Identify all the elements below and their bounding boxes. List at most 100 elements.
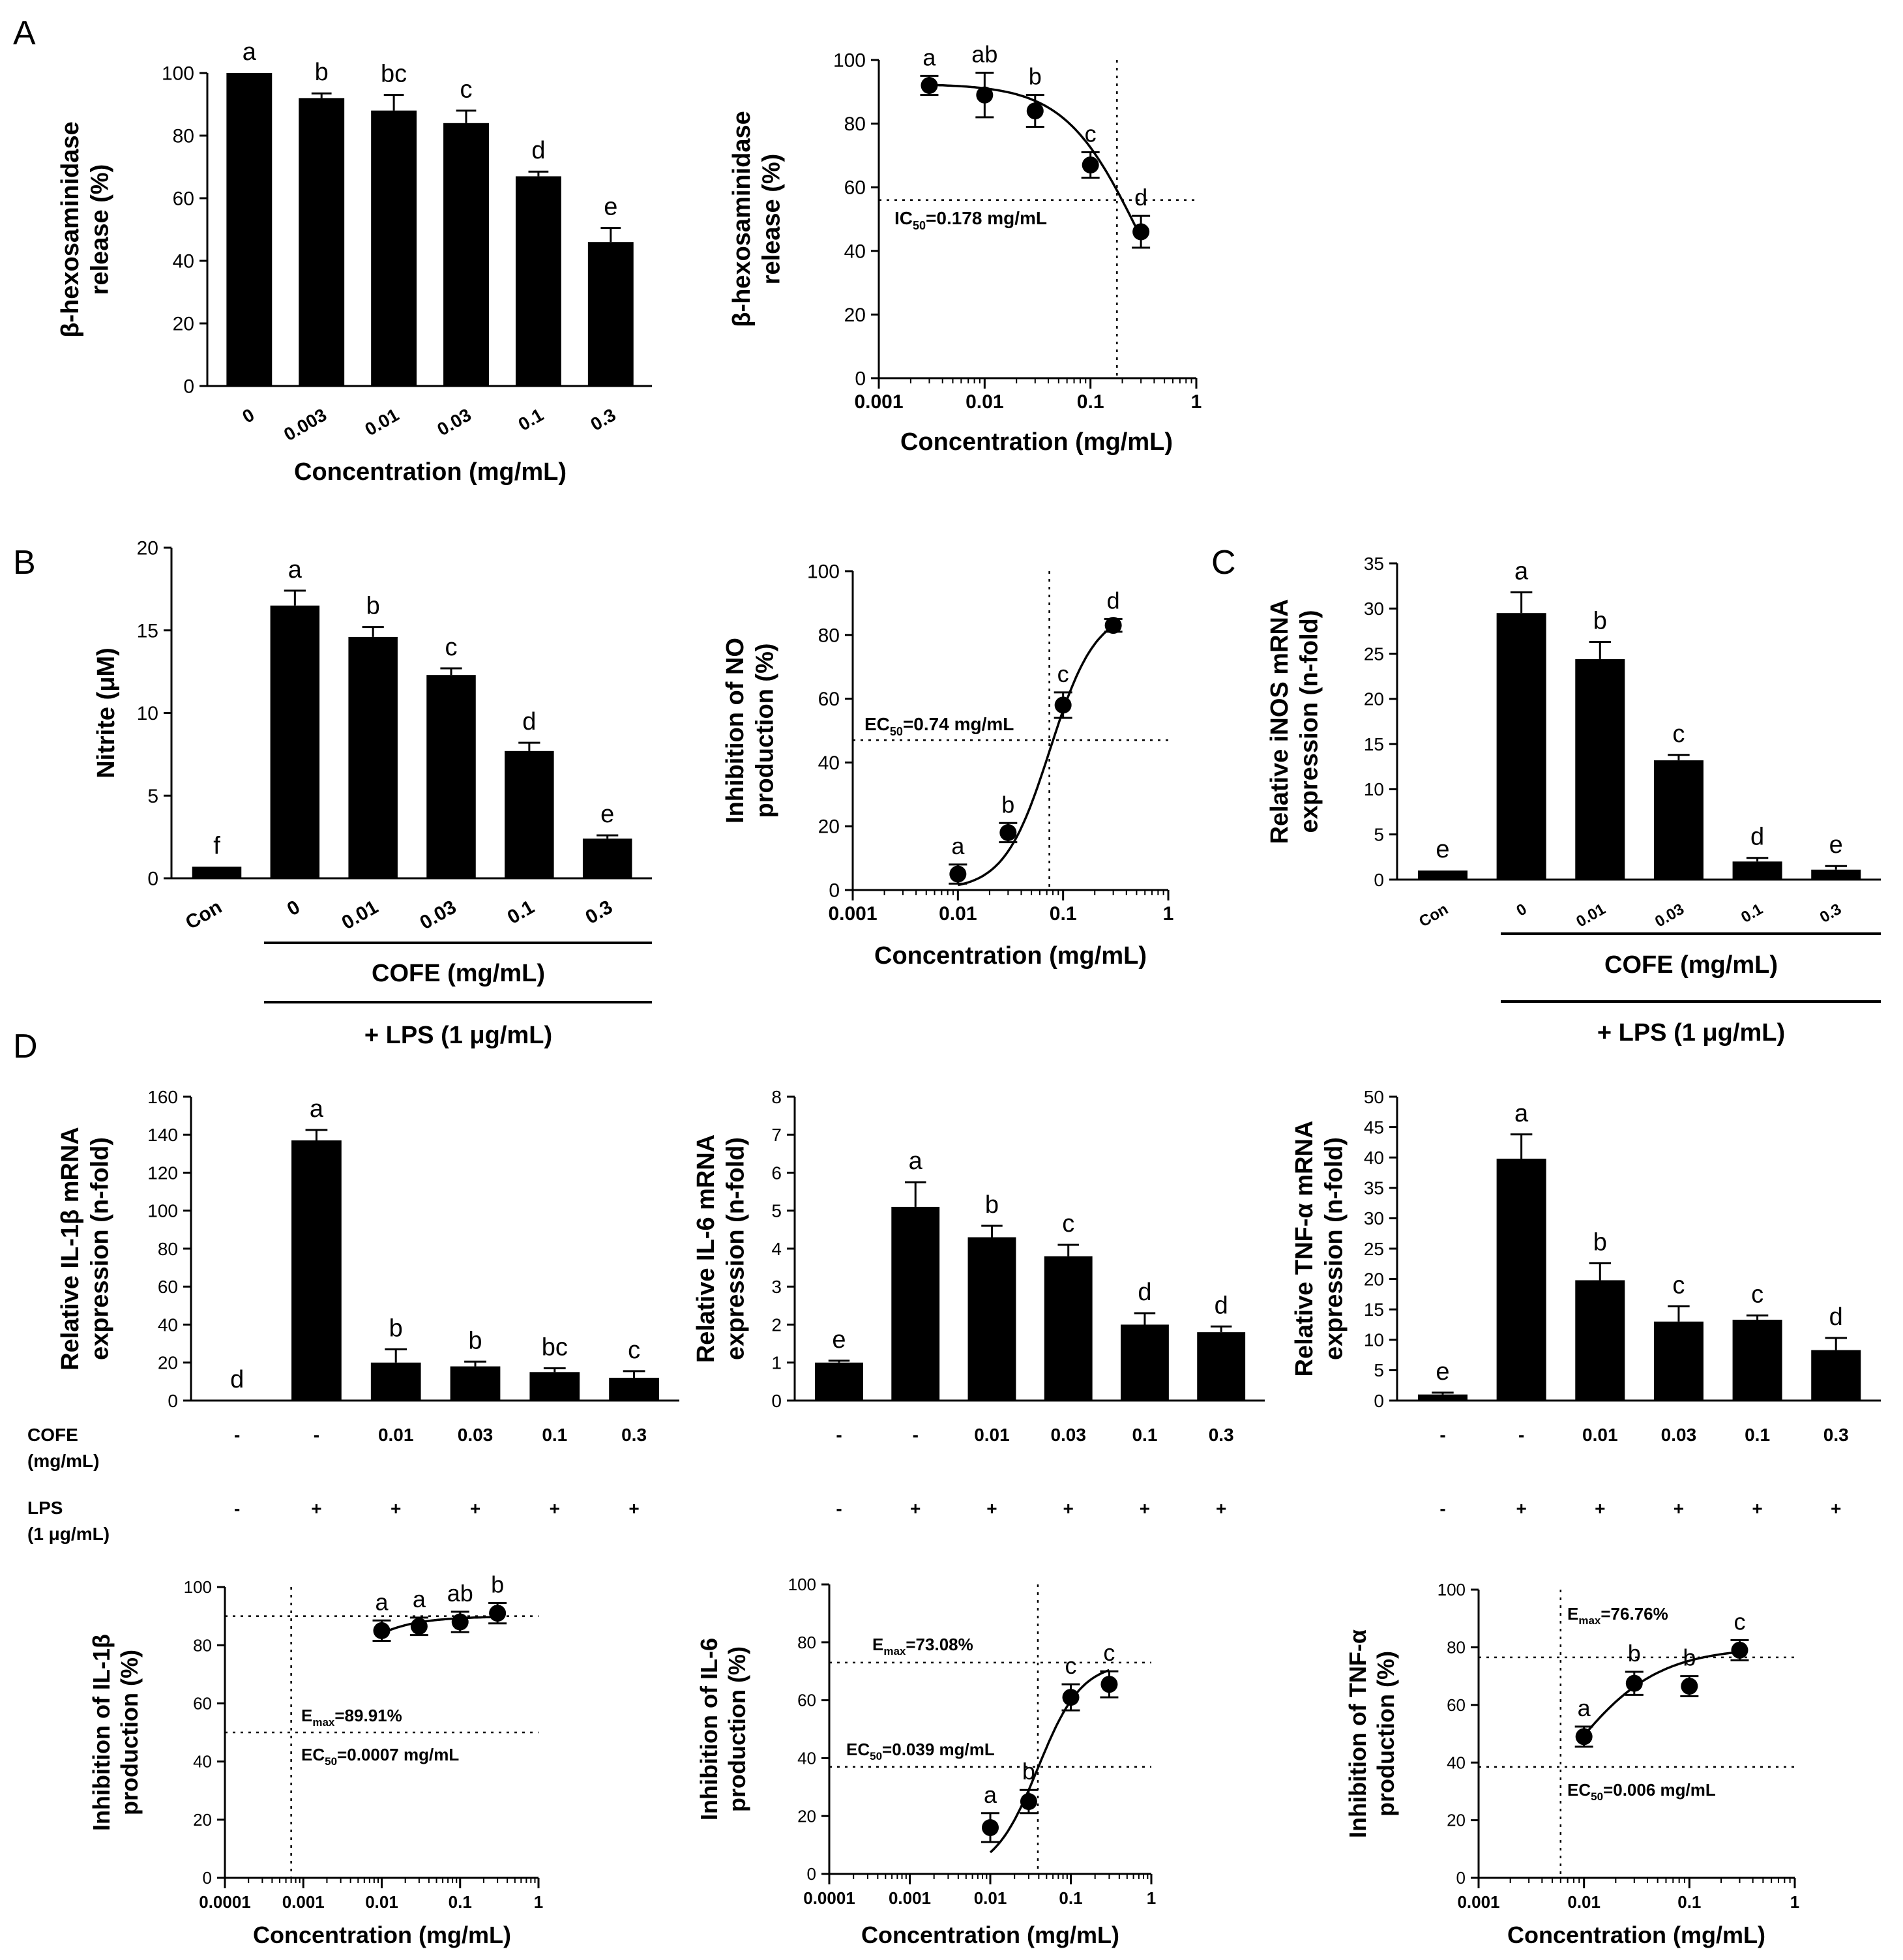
c1-y-tick-label: 30 (1364, 599, 1384, 619)
d4-ylabel: production (%) (116, 1650, 143, 1815)
d1-significance-letter: b (389, 1314, 403, 1342)
d5-data-point (1020, 1793, 1037, 1810)
d2-y-tick-label: 2 (771, 1314, 782, 1335)
d3-y-tick-label: 35 (1364, 1178, 1384, 1198)
b2-fit-curve (957, 625, 1114, 887)
b2-data-point (1104, 617, 1122, 634)
b2-xlabel: Concentration (mg/mL) (874, 942, 1147, 970)
b1-bar (192, 867, 242, 878)
b1-x-tick-label: 0.01 (338, 896, 382, 934)
d4-fit-curve (381, 1616, 498, 1635)
d2-ylabel: Relative IL-6 mRNA (692, 1135, 720, 1363)
b1-significance-letter: a (288, 556, 302, 584)
c1-significance-letter: c (1672, 720, 1685, 748)
b1-x-tick-label: Con (182, 896, 226, 934)
d5-data-point (1062, 1689, 1080, 1706)
d1-y-tick-label: 60 (158, 1277, 178, 1297)
d1-y-tick-label: 160 (147, 1087, 178, 1107)
d3-significance-letter: b (1593, 1228, 1607, 1256)
d2-cofe-dose: - (913, 1425, 919, 1445)
d4-y-tick-label: 80 (193, 1635, 212, 1655)
c1-bar (1417, 870, 1468, 880)
a1-bar (443, 123, 489, 387)
d6-y-tick-label: 60 (1447, 1695, 1466, 1715)
a1-y-tick-label: 100 (162, 63, 194, 85)
d4-x-tick-label: 0.0001 (199, 1892, 251, 1912)
d3-lps-sign: - (1439, 1498, 1445, 1519)
d3-significance-letter: a (1514, 1100, 1529, 1127)
d2-bar (1121, 1324, 1169, 1401)
d1-lps-sign: - (234, 1498, 240, 1519)
d2-bar (815, 1362, 863, 1401)
d1-cofe-dose: - (314, 1425, 319, 1445)
panel-label-b: B (13, 544, 36, 582)
a1-significance-letter: e (604, 194, 617, 221)
a1-significance-letter: bc (381, 61, 407, 88)
d4-y-tick-label: 0 (203, 1868, 212, 1888)
d5-emax-annotation: Emax=73.08% (872, 1635, 973, 1657)
b2-data-point (1054, 696, 1072, 714)
c1-significance-letter: a (1514, 557, 1529, 585)
c1-group-label-cofe: COFE (mg/mL) (1604, 951, 1778, 979)
a1-y-tick-label: 40 (173, 251, 194, 273)
a2-ylabel: β-hexosaminidase (728, 111, 756, 327)
d5-significance-letter: b (1022, 1758, 1035, 1785)
panel-label-d: D (13, 1028, 38, 1065)
c1-x-tick-label: 0.3 (1817, 900, 1844, 927)
d2-lps-sign: + (1140, 1498, 1150, 1519)
d3-y-tick-label: 15 (1364, 1299, 1384, 1320)
d3-lps-sign: + (1516, 1498, 1526, 1519)
b1-y-tick-label: 5 (147, 786, 158, 807)
d6-x-tick-label: 0.1 (1677, 1892, 1701, 1912)
b2-y-tick-label: 20 (818, 816, 840, 838)
d1-bar (450, 1366, 501, 1401)
d3-y-tick-label: 10 (1364, 1330, 1384, 1350)
b2-significance-letter: d (1107, 587, 1120, 614)
c1-y-tick-label: 25 (1364, 644, 1384, 664)
a1-ylabel: β-hexosaminidase (57, 121, 84, 338)
a1-significance-letter: c (460, 76, 473, 104)
d2-y-tick-label: 4 (771, 1239, 782, 1259)
d5-x-tick-label: 0.001 (889, 1888, 931, 1908)
d4-data-point (410, 1618, 428, 1635)
d4-data-point (451, 1613, 469, 1631)
d1-lps-sign: + (470, 1498, 480, 1519)
c1-bar (1496, 613, 1546, 880)
d1-lps-sign: + (311, 1498, 321, 1519)
d6-ylabel: Inhibition of TNF-α (1344, 1629, 1371, 1838)
d5-y-tick-label: 20 (797, 1806, 816, 1826)
d3-significance-letter: c (1751, 1281, 1763, 1309)
b2-significance-letter: c (1057, 661, 1069, 687)
b1-bar (270, 605, 320, 878)
a2-x-tick-label: 0.001 (854, 391, 903, 413)
a1-x-tick-label: 0 (239, 404, 258, 427)
d2-significance-letter: c (1062, 1210, 1074, 1238)
b1-y-tick-label: 10 (137, 703, 158, 724)
d3-lps-sign: + (1831, 1498, 1841, 1519)
d2-significance-letter: e (832, 1326, 846, 1354)
a1-x-tick-label: 0.1 (515, 404, 547, 434)
d5-significance-letter: c (1103, 1639, 1115, 1666)
d1-significance-letter: a (310, 1095, 324, 1123)
d5-x-tick-label: 0.0001 (803, 1888, 855, 1908)
d2-lps-sign: + (1216, 1498, 1226, 1519)
b2-y-tick-label: 100 (807, 561, 840, 583)
d3-y-tick-label: 40 (1364, 1148, 1384, 1168)
d4-significance-letter: a (375, 1588, 389, 1615)
b2-ec50-annotation: EC50=0.74 mg/mL (864, 714, 1014, 738)
b1-y-tick-label: 0 (147, 869, 158, 890)
d6-ec50-annotation: EC50=0.006 mg/mL (1567, 1780, 1716, 1803)
d1-cofe-dose: 0.01 (378, 1425, 414, 1445)
d5-significance-letter: c (1065, 1652, 1077, 1679)
a2-significance-letter: ab (971, 41, 997, 68)
d6-data-point (1731, 1641, 1748, 1659)
b1-bar (426, 675, 476, 878)
d6-significance-letter: b (1683, 1644, 1696, 1671)
d1-significance-letter: c (628, 1337, 640, 1364)
a2-ylabel: release (%) (758, 154, 786, 285)
c1-y-tick-label: 0 (1374, 870, 1384, 890)
d1-cofe-dose: 0.03 (458, 1425, 494, 1445)
c1-ylabel: expression (n-fold) (1296, 610, 1323, 833)
b2-y-tick-label: 60 (818, 689, 840, 710)
d1-bar (370, 1362, 421, 1401)
